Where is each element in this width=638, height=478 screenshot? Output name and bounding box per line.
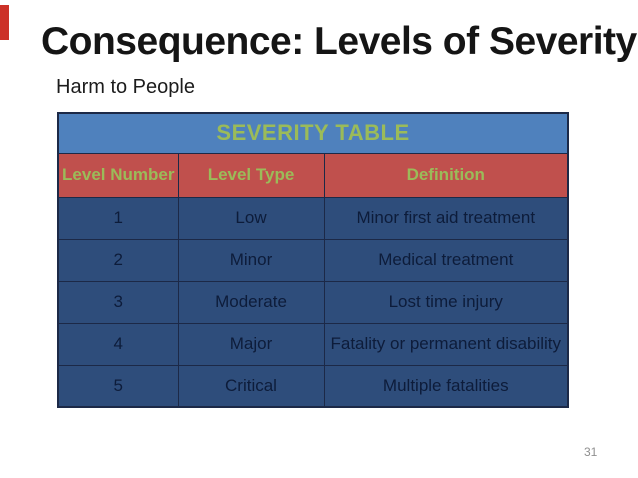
cell-level-number: 2 bbox=[57, 238, 179, 282]
column-header-level-number: Level Number bbox=[57, 152, 179, 198]
cell-level-number: 1 bbox=[57, 196, 179, 240]
cell-level-number: 3 bbox=[57, 280, 179, 324]
table-row: 2 Minor Medical treatment bbox=[57, 238, 569, 282]
cell-level-number: 5 bbox=[57, 364, 179, 408]
slide-title: Consequence: Levels of Severity bbox=[41, 20, 637, 63]
cell-definition: Medical treatment bbox=[323, 238, 569, 282]
cell-level-type: Critical bbox=[177, 364, 325, 408]
table-row: 3 Moderate Lost time injury bbox=[57, 280, 569, 324]
table-title-row: SEVERITY TABLE bbox=[57, 112, 569, 154]
table-header-row: Level Number Level Type Definition bbox=[57, 152, 569, 198]
severity-table: SEVERITY TABLE Level Number Level Type D… bbox=[57, 112, 570, 408]
cell-level-type: Minor bbox=[177, 238, 325, 282]
cell-level-type: Low bbox=[177, 196, 325, 240]
table-row: 4 Major Fatality or permanent disability bbox=[57, 322, 569, 366]
page-number: 31 bbox=[584, 445, 598, 459]
cell-level-type: Major bbox=[177, 322, 325, 366]
column-header-definition: Definition bbox=[323, 152, 569, 198]
cell-definition: Fatality or permanent disability bbox=[323, 322, 569, 366]
cell-level-type: Moderate bbox=[177, 280, 325, 324]
column-header-level-type: Level Type bbox=[177, 152, 325, 198]
cell-definition: Minor first aid treatment bbox=[323, 196, 569, 240]
cell-definition: Lost time injury bbox=[323, 280, 569, 324]
red-accent-bar bbox=[0, 5, 9, 40]
cell-level-number: 4 bbox=[57, 322, 179, 366]
table-row: 5 Critical Multiple fatalities bbox=[57, 364, 569, 408]
cell-definition: Multiple fatalities bbox=[323, 364, 569, 408]
table-row: 1 Low Minor first aid treatment bbox=[57, 196, 569, 240]
table-title: SEVERITY TABLE bbox=[57, 112, 569, 154]
slide-subtitle: Harm to People bbox=[56, 76, 195, 98]
